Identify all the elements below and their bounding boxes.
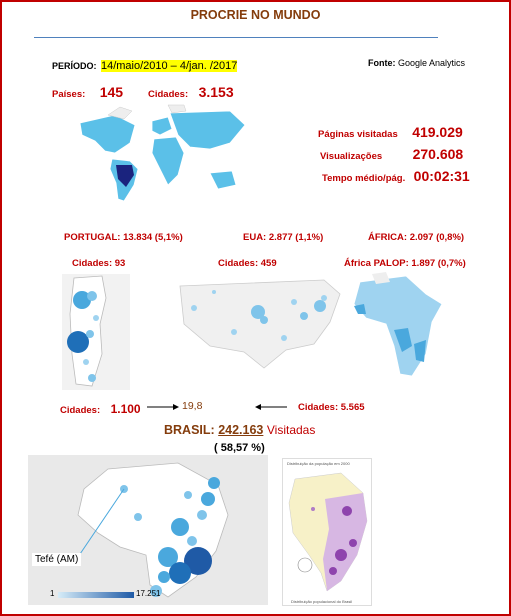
population-map: Distribuição da população em 2000 Distri… xyxy=(282,458,372,606)
population-map-caption: Distribuição populacional do Brasil xyxy=(291,599,353,604)
source-value: Google Analytics xyxy=(398,58,466,68)
title-divider xyxy=(34,37,438,38)
portugal-stat: PORTUGAL: 13.834 (5,1%) xyxy=(64,232,183,243)
ratio-value: 19,8 xyxy=(182,400,203,412)
cities-stat: Cidades: 3.153 xyxy=(148,84,234,102)
countries-label: Países: xyxy=(52,89,86,100)
right-arrow-icon xyxy=(147,404,179,410)
tefe-annotation: Tefé (AM) xyxy=(32,553,82,566)
views-stat: Visualizações 270.608 xyxy=(320,146,463,164)
portugal-cities: Cidades: 93 xyxy=(72,258,126,269)
views-value: 270.608 xyxy=(412,146,464,162)
period-label: PERÍODO: xyxy=(52,61,97,71)
usa-cities: Cidades: 459 xyxy=(218,258,277,269)
scale-max: 17.251 xyxy=(136,589,161,598)
ratio-left-value: 1.100 xyxy=(110,402,141,416)
source-label: Fonte: xyxy=(368,58,396,68)
usa-stat: EUA: 2.877 (1,1%) xyxy=(243,232,324,243)
usa-map xyxy=(174,272,344,372)
time-label: Tempo médio/pág. xyxy=(322,173,406,184)
period-value: 14/maio/2010 – 4/jan. /2017 xyxy=(100,60,238,72)
left-arrow-icon xyxy=(255,404,287,410)
brasil-label: BRASIL: xyxy=(164,423,215,437)
brasil-value: 242.163 xyxy=(218,423,264,437)
world-map xyxy=(60,103,260,213)
ratio-left: Cidades: 1.100 xyxy=(60,400,141,418)
africa-map xyxy=(346,270,454,382)
brasil-percent: ( 58,57 %) xyxy=(214,442,265,454)
cities-label: Cidades: xyxy=(148,89,189,100)
time-value: 00:02:31 xyxy=(413,168,470,184)
cities-value: 3.153 xyxy=(198,84,234,100)
color-scale-bar xyxy=(58,592,134,598)
countries-value: 145 xyxy=(99,84,124,100)
pages-stat: Páginas visitadas 419.029 xyxy=(318,124,463,142)
views-label: Visualizações xyxy=(320,151,383,162)
brasil-stat: BRASIL: 242.163 Visitadas xyxy=(164,423,315,437)
pages-value: 419.029 xyxy=(412,124,463,140)
scale-min: 1 xyxy=(50,589,55,598)
portugal-map xyxy=(62,274,130,390)
africa-stat: ÁFRICA: 2.097 (0,8%) xyxy=(368,232,465,243)
ratio-left-label: Cidades: xyxy=(60,405,101,416)
countries-stat: Países: 145 xyxy=(52,84,123,102)
time-stat: Tempo médio/pág. 00:02:31 xyxy=(322,168,470,186)
population-map-title: Distribuição da população em 2000 xyxy=(287,461,350,466)
pages-label: Páginas visitadas xyxy=(318,129,398,140)
period: PERÍODO: 14/maio/2010 – 4/jan. /2017 xyxy=(52,56,238,74)
brasil-suffix: Visitadas xyxy=(266,423,316,437)
brazil-map: Tefé (AM) 1 17.251 xyxy=(28,455,268,605)
page-title: PROCRIE NO MUNDO xyxy=(190,8,321,22)
ratio-right: Cidades: 5.565 xyxy=(298,402,365,413)
palop-stat: África PALOP: 1.897 (0,7%) xyxy=(344,258,466,269)
source: Fonte: Google Analytics xyxy=(368,58,465,68)
